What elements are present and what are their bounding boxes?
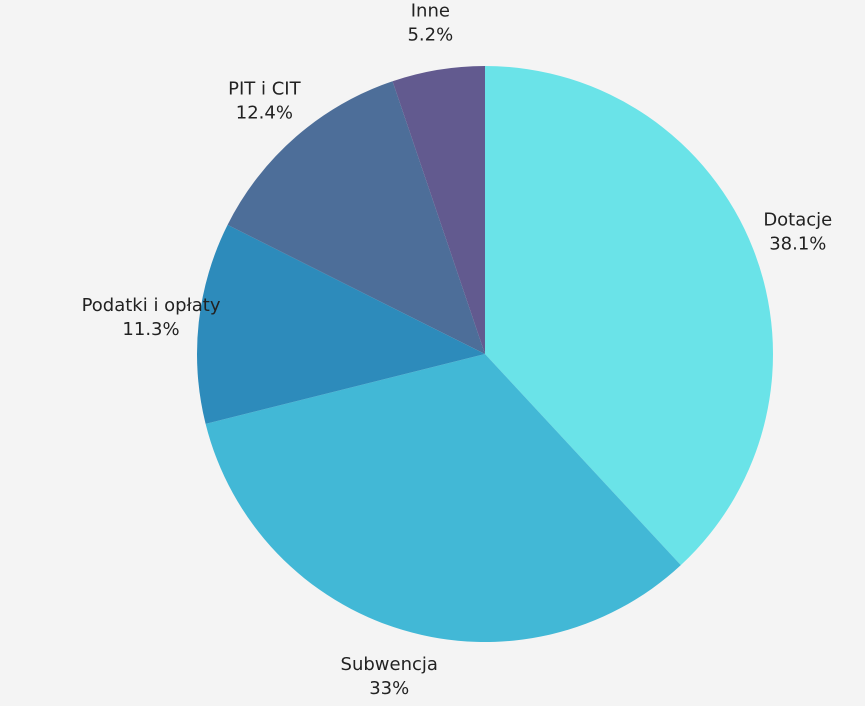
slice-value-label: 5.2% (407, 24, 453, 45)
slice-value-label: 12.4% (236, 103, 293, 124)
pie-slice (197, 224, 485, 424)
slice-label: PIT i CIT (228, 79, 301, 100)
slice-label: Inne (411, 0, 450, 21)
slice-value-label: 11.3% (122, 319, 179, 340)
pie-slice (485, 66, 773, 566)
pie-slice (205, 354, 681, 642)
slice-value-label: 33% (369, 678, 409, 699)
slice-value-label: 38.1% (769, 233, 826, 254)
pie-slice (227, 81, 485, 354)
pie-slice (392, 66, 485, 354)
slice-label: Podatki i opłaty (82, 295, 221, 316)
slice-label: Dotacje (763, 209, 832, 230)
slice-label: Subwencja (341, 654, 438, 675)
